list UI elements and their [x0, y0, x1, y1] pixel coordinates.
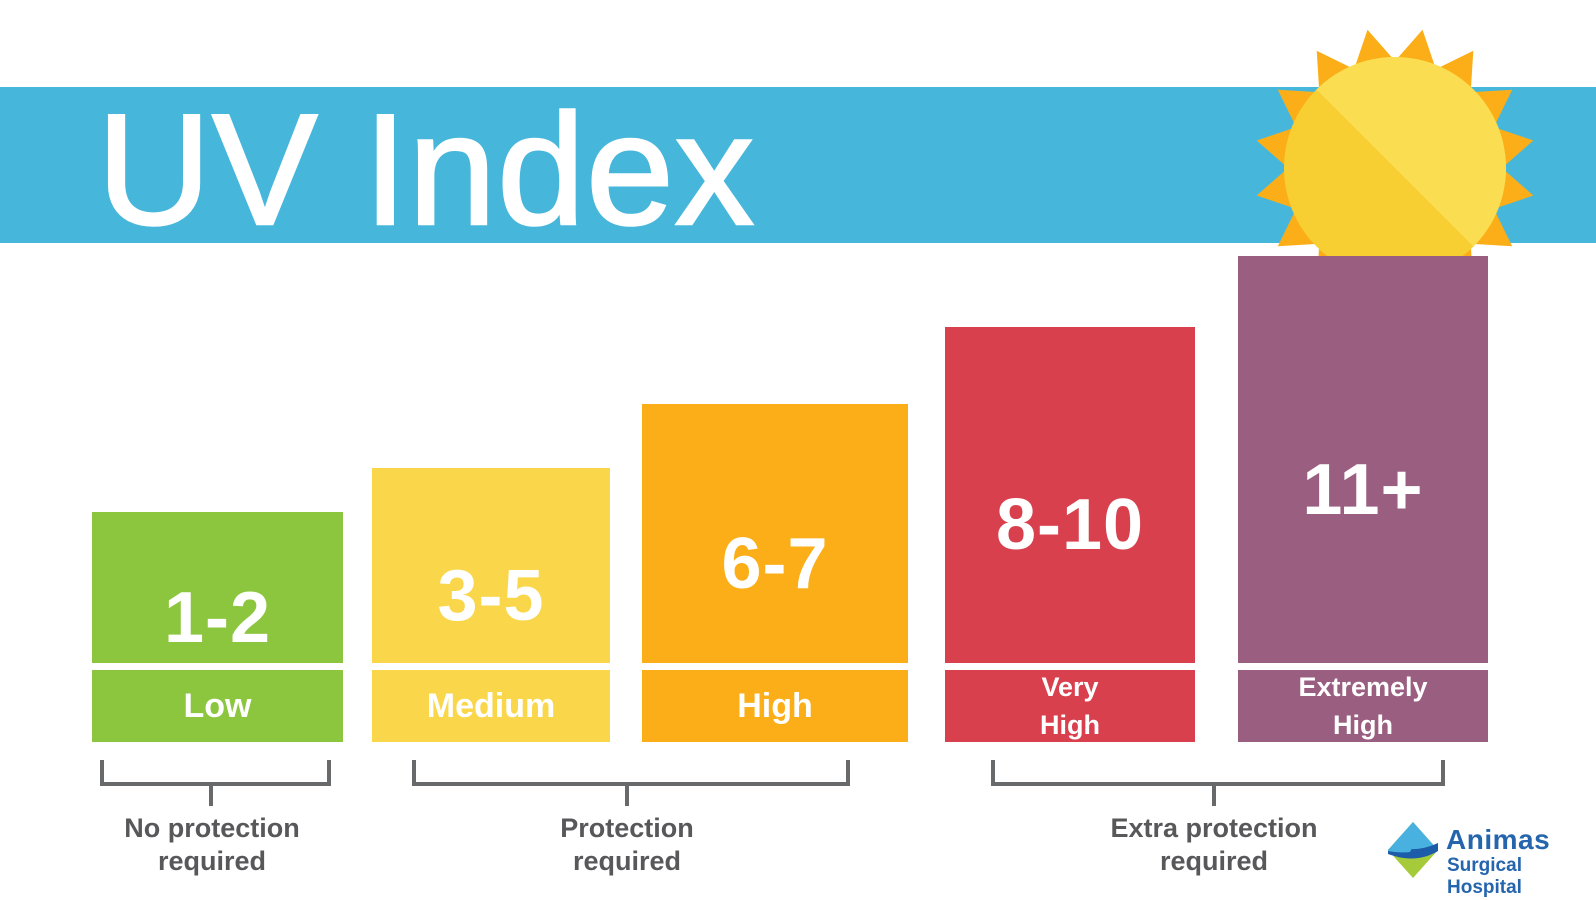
uv-bar-high: 6-7 High: [642, 404, 908, 742]
uv-range-label: 11+: [1302, 449, 1424, 530]
bracket-no-protection: [100, 760, 331, 786]
uv-bar-low-level-band: Low: [92, 670, 343, 742]
uv-bar-medium-level-band: Medium: [372, 670, 610, 742]
bracket-no-protection-stem: [209, 786, 213, 806]
uv-level-label: Low: [183, 686, 252, 725]
uv-range-label: 6-7: [721, 523, 829, 604]
logo-wave: [1388, 843, 1438, 859]
caption-line: Protection: [560, 813, 694, 843]
uv-bar-very-high-value-section: 8-10: [945, 327, 1195, 663]
logo-wave-highlight: [1388, 847, 1412, 853]
caption-line: No protection: [124, 813, 300, 843]
bracket-protection-stem: [625, 786, 629, 806]
caption-protection: Protection required: [467, 812, 787, 878]
caption-line: required: [1159, 846, 1269, 876]
caption-line: required: [157, 846, 267, 876]
caption-line: required: [572, 846, 682, 876]
uv-level-label: Very High: [1040, 672, 1100, 740]
bracket-extra-protection: [991, 760, 1445, 786]
uv-bar-extremely-high: 11+ Extremely High: [1238, 256, 1488, 742]
uv-level-label: Medium: [426, 686, 556, 725]
uv-range-label: 1-2: [163, 577, 272, 658]
uv-level-label: Extremely High: [1298, 672, 1428, 740]
animas-diamond-logo-icon: [1388, 822, 1438, 878]
caption-no-protection: No protection required: [52, 812, 372, 878]
logo-subtitle: Surgical Hospital: [1447, 855, 1522, 898]
uv-bar-low-value-section: 1-2: [92, 512, 343, 663]
uv-bar-medium-value-section: 3-5: [372, 468, 610, 663]
uv-range-label: 3-5: [437, 555, 545, 636]
uv-bar-low: 1-2 Low: [92, 512, 343, 742]
sun-core-highlight: [1316, 57, 1506, 247]
uv-bar-very-high: 8-10 Very High: [945, 327, 1195, 742]
uv-level-label: High: [737, 686, 813, 725]
uv-bar-extremely-high-value-section: 11+: [1238, 256, 1488, 663]
uv-bar-high-level-band: High: [642, 670, 908, 742]
uv-bar-very-high-level-band: Very High: [945, 670, 1195, 742]
caption-line: Extra protection: [1110, 813, 1318, 843]
uv-bar-high-value-section: 6-7: [642, 404, 908, 663]
bracket-protection: [412, 760, 850, 786]
uv-bar-medium: 3-5 Medium: [372, 468, 610, 742]
bracket-extra-protection-stem: [1212, 786, 1216, 806]
logo-name: Animas: [1446, 824, 1551, 855]
caption-extra-protection: Extra protection required: [1054, 812, 1374, 878]
uv-range-label: 8-10: [995, 485, 1145, 565]
logo-diamond-top: [1388, 822, 1438, 850]
sun-icon: [1256, 29, 1534, 307]
page-title: UV Index: [96, 82, 755, 258]
uv-bar-extremely-high-level-band: Extremely High: [1238, 670, 1488, 742]
